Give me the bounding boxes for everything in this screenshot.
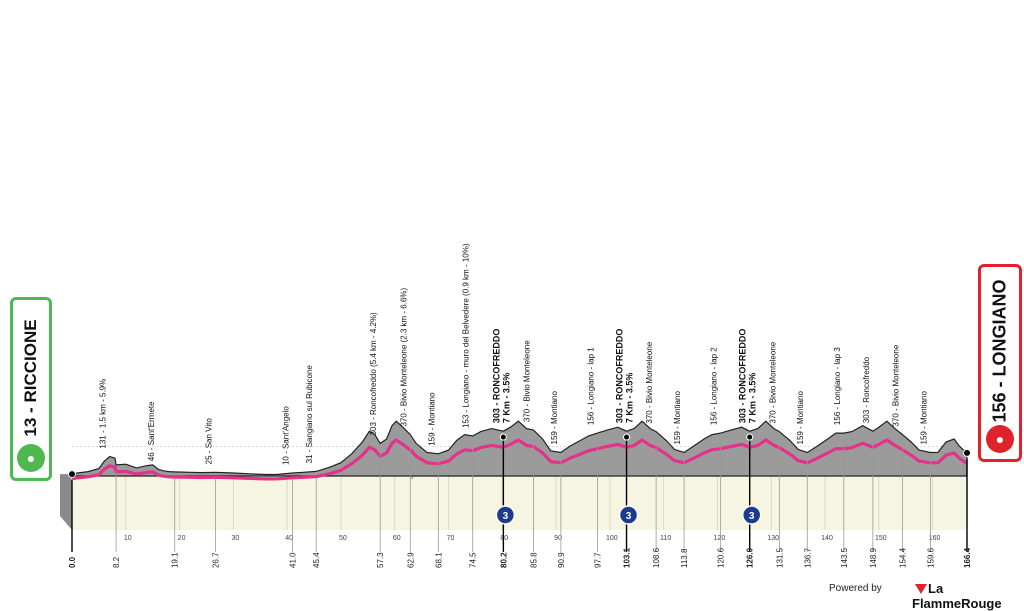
- x-tick-label: 20: [178, 535, 186, 542]
- x-tick-label: 10: [124, 535, 132, 542]
- waypoint-annotation: 7 Km - 3.5%: [625, 373, 635, 424]
- cyclist-icon: ●: [17, 444, 45, 472]
- distance-label: 45.4: [312, 552, 321, 568]
- waypoint-annotation: 303 - RONCOFREDDO: [738, 329, 748, 424]
- waypoint-annotation: 153 - Longiano - muro del Belvedere (0.9…: [462, 243, 471, 428]
- powered-by: Powered by: [829, 583, 882, 594]
- distance-label: 26.7: [212, 552, 221, 568]
- x-tick-label: 40: [285, 535, 293, 542]
- waypoint-annotation: 370 - Bivio Monteleone: [768, 341, 777, 423]
- distance-label: 0.0: [68, 556, 77, 568]
- kom-summit-dot: [499, 433, 507, 441]
- x-tick-label: 110: [660, 535, 671, 542]
- distance-label: 131.5: [775, 547, 784, 568]
- x-tick-label: 50: [339, 535, 347, 542]
- waypoint-annotation: 370 - Bivio Monteleone: [522, 340, 531, 422]
- distance-label: 154.4: [898, 547, 907, 568]
- distance-label: 103.1: [623, 547, 632, 568]
- waypoint-annotation: 159 - Montiano: [550, 391, 559, 445]
- distance-label: 74.5: [469, 552, 478, 568]
- distance-label: 126.0: [746, 547, 755, 568]
- x-tick-label: 30: [231, 535, 239, 542]
- distance-label: 166.4: [963, 547, 972, 568]
- waypoint-annotation: 370 - Bivio Monteleone: [645, 341, 654, 423]
- distance-label: 41.0: [289, 552, 298, 568]
- waypoint-annotation: 303 - Roncofreddo: [862, 356, 871, 423]
- waypoint-annotation: 131 - 1.5 km - 5.9%: [99, 379, 108, 449]
- kom-category-marker: [495, 505, 516, 525]
- y-tick-label: 0: [410, 475, 414, 481]
- kom-category-label: 3: [749, 511, 755, 522]
- distance-label: 68.1: [434, 552, 443, 568]
- distance-label: 62.9: [406, 552, 415, 568]
- start-label: 13 - RICCIONE: [21, 319, 40, 437]
- waypoint-annotation: 159 - Montiano: [919, 391, 928, 445]
- kom-category-label: 3: [626, 511, 632, 522]
- x-tick-label: 130: [767, 535, 779, 542]
- distance-label: 143.5: [840, 547, 849, 568]
- x-tick-label: 150: [875, 535, 887, 542]
- flamme-rouge-logo-icon: [915, 584, 927, 594]
- finish-dot: [963, 448, 971, 457]
- distance-label: 108.6: [652, 547, 661, 568]
- brand-name: La FlammeRouge: [912, 581, 1002, 611]
- distance-label: 8.2: [112, 556, 121, 568]
- start-dot: [68, 470, 76, 479]
- x-tick-label: 140: [821, 535, 833, 542]
- distance-label: 19.1: [171, 552, 180, 568]
- distance-label: 90.9: [557, 552, 566, 568]
- waypoint-annotation: 303 - Roncofreddo (5.4 km - 4.2%): [369, 312, 378, 436]
- distance-label: 113.8: [680, 548, 689, 568]
- x-tick-label: 90: [554, 535, 562, 542]
- distance-label: 148.9: [869, 547, 878, 568]
- x-tick-label: 100: [606, 535, 618, 542]
- kom-category-marker: [618, 505, 639, 525]
- profile-side: [60, 474, 72, 530]
- kom-summit-dot: [623, 433, 631, 441]
- distance-label: 97.7: [593, 552, 602, 568]
- distance-label: 80.2: [499, 552, 508, 568]
- x-tick-label: 70: [447, 535, 455, 542]
- waypoint-annotation: 10 - Sant'Angelo: [282, 406, 291, 465]
- finish-badge: 156 - LONGIANO ●: [978, 264, 1022, 462]
- x-tick-label: 120: [714, 535, 726, 542]
- x-tick-label: 160: [929, 535, 941, 542]
- distance-label: 136.7: [803, 547, 812, 568]
- finish-label: 156 - LONGIANO: [989, 279, 1010, 423]
- waypoint-annotation: 156 - Longiano - lap 3: [833, 347, 842, 425]
- start-badge: 13 - RICCIONE ●: [10, 297, 52, 481]
- waypoint-annotation: 159 - Montiano: [673, 391, 682, 445]
- waypoint-annotation: 7 Km - 3.5%: [748, 373, 758, 424]
- waypoint-annotation: 46 - Sant'Ermete: [147, 401, 156, 461]
- waypoint-annotation: 303 - RONCOFREDDO: [491, 329, 501, 424]
- distance-label: 159.6: [926, 547, 935, 568]
- waypoint-annotation: 159 - Montiano: [427, 392, 436, 446]
- waypoint-annotation: 25 - San Vito: [205, 418, 214, 465]
- ground-area: [72, 476, 967, 530]
- kom-summit-dot: [746, 433, 754, 441]
- waypoint-annotation: 370 - Bivio Monteleone: [891, 344, 900, 426]
- kom-category-label: 3: [503, 511, 509, 522]
- cyclist-icon: ●: [986, 425, 1014, 453]
- waypoint-annotation: 370 - Bivio Monteleone (2.3 km - 6.6%): [399, 287, 408, 426]
- waypoint-annotation: 156 - Longiano - lap 2: [710, 347, 719, 425]
- distance-label: 85.8: [529, 552, 538, 568]
- distance-label: 57.3: [376, 552, 385, 568]
- waypoint-annotation: 31 - Sangiano sul Rubicone: [305, 365, 314, 464]
- profile-area: [71, 420, 968, 477]
- waypoint-annotation: 156 - Longiano - lap 1: [586, 347, 595, 425]
- x-tick-label: 80: [500, 535, 508, 542]
- x-tick-label: 60: [393, 535, 401, 542]
- distance-label: 120.6: [717, 547, 726, 568]
- kom-category-marker: [741, 505, 762, 525]
- waypoint-annotation: 7 Km - 3.5%: [501, 373, 511, 424]
- waypoint-annotation: 159 - Montiano: [796, 391, 805, 445]
- waypoint-annotation: 303 - RONCOFREDDO: [615, 329, 625, 424]
- race-line: [71, 438, 968, 481]
